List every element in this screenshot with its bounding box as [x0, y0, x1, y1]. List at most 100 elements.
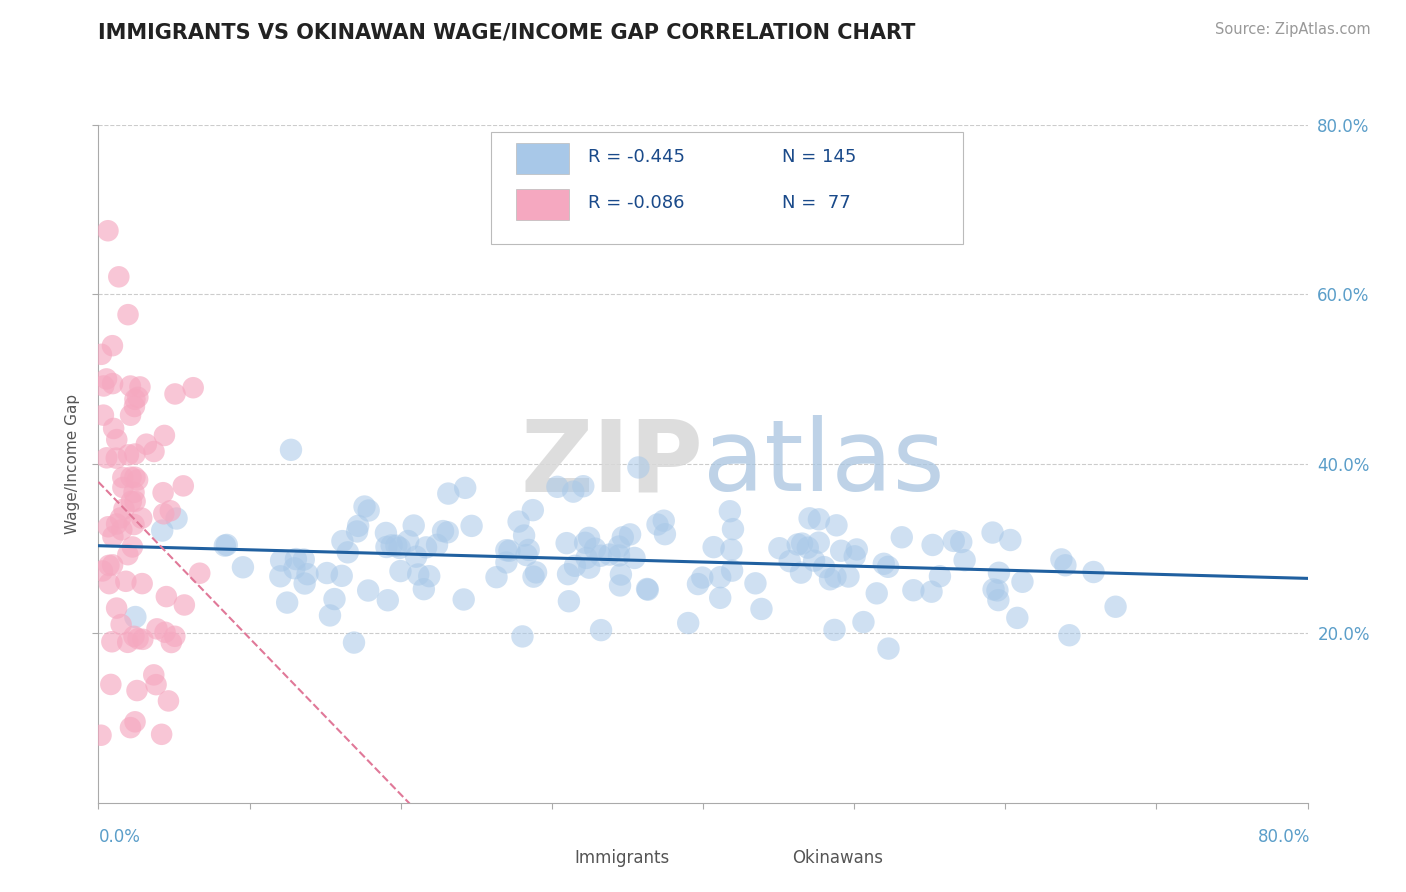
Immigrants — [686, 577, 709, 591]
Okinawans — [124, 392, 146, 407]
Okinawans — [97, 224, 120, 238]
Okinawans — [90, 728, 112, 742]
Immigrants — [319, 608, 342, 623]
Immigrants — [124, 610, 146, 624]
Immigrants — [652, 514, 675, 528]
Okinawans — [157, 694, 180, 708]
Text: IMMIGRANTS VS OKINAWAN WAGE/INCOME GAP CORRELATION CHART: IMMIGRANTS VS OKINAWAN WAGE/INCOME GAP C… — [98, 22, 915, 42]
Immigrants — [512, 629, 534, 643]
Immigrants — [786, 537, 808, 551]
Immigrants — [866, 586, 889, 600]
Immigrants — [830, 543, 852, 558]
Okinawans — [173, 598, 195, 612]
Immigrants — [818, 572, 841, 586]
Immigrants — [357, 583, 380, 598]
Immigrants — [807, 535, 830, 549]
Text: ZIP: ZIP — [520, 416, 703, 512]
FancyBboxPatch shape — [492, 132, 963, 244]
Okinawans — [122, 485, 145, 500]
Immigrants — [558, 594, 581, 608]
Immigrants — [292, 552, 315, 566]
Okinawans — [101, 376, 124, 391]
Immigrants — [637, 582, 659, 597]
Immigrants — [347, 519, 370, 533]
Okinawans — [105, 451, 128, 466]
Immigrants — [572, 479, 595, 493]
Immigrants — [508, 515, 530, 529]
Immigrants — [574, 536, 596, 550]
Immigrants — [343, 635, 366, 649]
Immigrants — [986, 583, 1008, 598]
Immigrants — [150, 524, 173, 538]
Immigrants — [485, 570, 508, 584]
Okinawans — [122, 517, 145, 532]
Immigrants — [807, 512, 830, 526]
Immigrants — [513, 528, 536, 542]
Okinawans — [152, 485, 174, 500]
Immigrants — [578, 531, 600, 545]
Immigrants — [546, 480, 568, 494]
Okinawans — [96, 450, 118, 465]
Immigrants — [877, 641, 900, 656]
FancyBboxPatch shape — [516, 143, 569, 174]
Text: R = -0.086: R = -0.086 — [588, 194, 685, 211]
Immigrants — [418, 569, 440, 583]
Okinawans — [111, 523, 134, 537]
Immigrants — [436, 525, 458, 540]
Okinawans — [101, 530, 124, 544]
Immigrants — [396, 534, 419, 549]
Text: N = 145: N = 145 — [782, 148, 856, 166]
Immigrants — [517, 542, 540, 557]
Text: Immigrants: Immigrants — [575, 849, 671, 867]
Immigrants — [654, 527, 676, 541]
Immigrants — [332, 534, 354, 549]
Immigrants — [583, 541, 606, 556]
Immigrants — [437, 486, 460, 500]
Okinawans — [105, 516, 128, 531]
Okinawans — [93, 408, 115, 422]
Immigrants — [375, 540, 398, 554]
Okinawans — [131, 511, 153, 525]
Immigrants — [323, 592, 346, 607]
Immigrants — [619, 527, 641, 541]
Immigrants — [336, 545, 359, 559]
Immigrants — [950, 535, 973, 549]
Okinawans — [101, 558, 124, 572]
Immigrants — [276, 596, 298, 610]
Okinawans — [124, 714, 146, 729]
Immigrants — [353, 500, 375, 514]
Okinawans — [127, 632, 149, 646]
Immigrants — [1059, 628, 1081, 642]
Immigrants — [589, 549, 612, 563]
Immigrants — [610, 567, 633, 582]
Okinawans — [124, 494, 146, 508]
Immigrants — [495, 556, 517, 570]
Immigrants — [623, 550, 645, 565]
Immigrants — [498, 543, 520, 558]
Immigrants — [721, 522, 744, 536]
Okinawans — [111, 480, 134, 494]
Immigrants — [721, 564, 744, 578]
Immigrants — [852, 615, 875, 629]
Okinawans — [143, 444, 166, 458]
Immigrants — [953, 553, 976, 567]
Immigrants — [709, 570, 731, 584]
Immigrants — [647, 517, 669, 532]
Immigrants — [297, 567, 319, 582]
Okinawans — [152, 507, 174, 521]
Y-axis label: Wage/Income Gap: Wage/Income Gap — [65, 393, 80, 534]
Okinawans — [117, 635, 139, 649]
Immigrants — [385, 539, 408, 553]
Immigrants — [877, 559, 900, 574]
Okinawans — [117, 548, 139, 562]
Immigrants — [609, 578, 631, 592]
Okinawans — [132, 632, 155, 647]
Immigrants — [929, 569, 952, 583]
Text: atlas: atlas — [703, 416, 945, 512]
Okinawans — [117, 308, 139, 322]
Immigrants — [751, 602, 773, 616]
Immigrants — [357, 503, 380, 517]
Immigrants — [779, 554, 801, 568]
Immigrants — [432, 524, 454, 538]
Immigrants — [636, 582, 658, 596]
